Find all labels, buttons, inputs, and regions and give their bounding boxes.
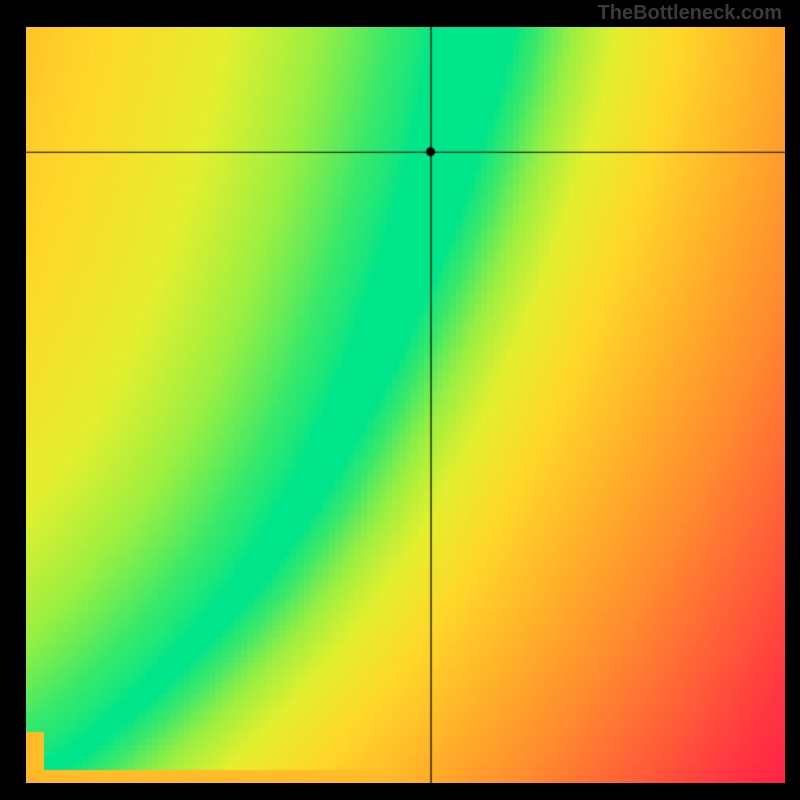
heatmap-canvas: [26, 27, 785, 783]
watermark-text: TheBottleneck.com: [598, 2, 782, 25]
chart-container: TheBottleneck.com: [0, 0, 800, 800]
